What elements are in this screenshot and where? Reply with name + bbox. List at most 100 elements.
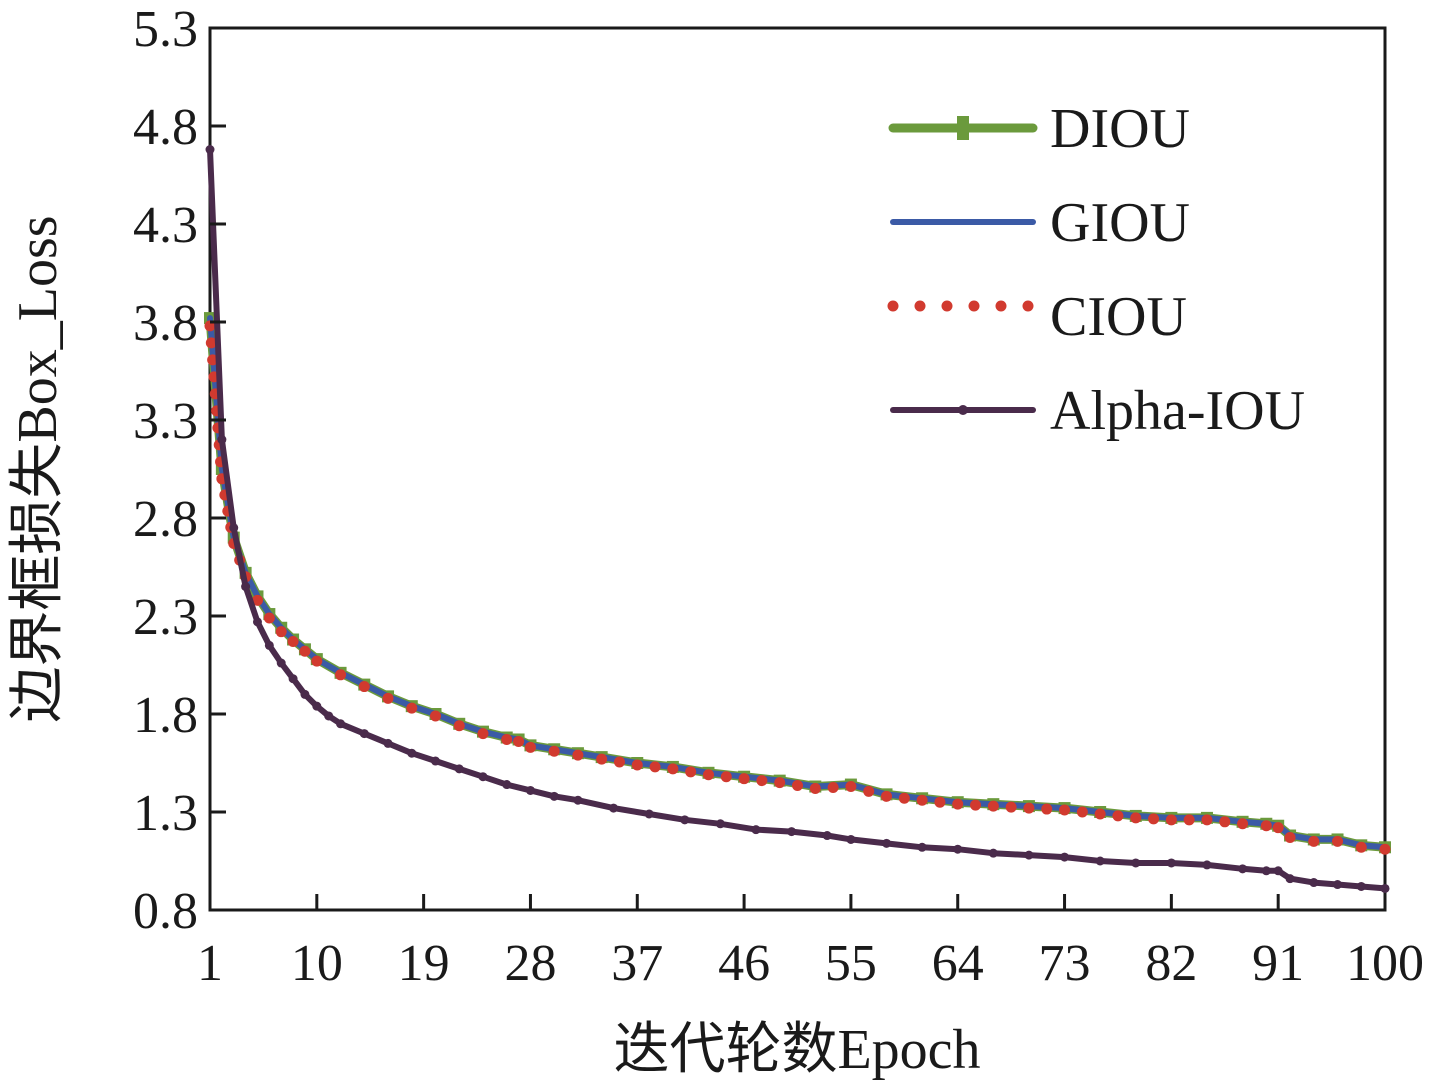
series-point — [881, 790, 893, 802]
series-layer — [204, 145, 1391, 893]
legend-label: CIOU — [1050, 286, 1187, 348]
series-point — [988, 848, 998, 858]
y-tick-label: 3.3 — [133, 393, 198, 450]
y-tick-label: 4.3 — [133, 197, 198, 254]
legend-swatch-marker — [958, 405, 968, 415]
series-point — [1308, 835, 1320, 847]
series-dot — [207, 354, 219, 366]
series-point — [300, 689, 310, 699]
y-axis-ticks: 0.8 1.3 1.8 2.3 2.8 3.3 3.8 4.3 4.8 5.3 — [133, 1, 226, 940]
series-dot — [1219, 816, 1231, 828]
series-point — [229, 523, 239, 533]
series-point — [609, 803, 619, 813]
series-point — [953, 844, 963, 854]
series-point — [1202, 860, 1212, 870]
series-point — [431, 756, 441, 766]
y-tick-label: 3.8 — [133, 295, 198, 352]
series-alpha-iou — [205, 145, 1390, 893]
series-line — [207, 146, 1388, 892]
series-point — [299, 645, 311, 657]
series-point — [430, 710, 442, 722]
series-dot — [1076, 806, 1088, 818]
legend-label: Alpha-IOU — [1050, 380, 1305, 442]
series-point — [241, 582, 251, 592]
series-point — [1379, 843, 1391, 855]
series-point — [525, 785, 535, 795]
series-dot — [1148, 813, 1160, 825]
series-point — [572, 749, 584, 761]
series-dot — [613, 756, 625, 768]
series-point — [287, 635, 299, 647]
series-dot — [720, 771, 732, 783]
series-point — [276, 658, 286, 668]
series-point — [252, 617, 262, 627]
x-tick-label: 73 — [1039, 935, 1091, 992]
series-dot — [970, 799, 982, 811]
series-point — [1237, 818, 1249, 830]
series-dot — [649, 761, 661, 773]
series-point — [311, 655, 323, 667]
series-point — [1094, 808, 1106, 820]
x-tick-label: 37 — [611, 935, 663, 992]
y-tick-label: 2.3 — [133, 589, 198, 646]
series-point — [477, 728, 489, 740]
series-point — [845, 781, 857, 793]
series-point — [1333, 880, 1343, 890]
series-point — [882, 838, 892, 848]
series-dot — [1183, 814, 1195, 826]
series-point — [702, 769, 714, 781]
series-point — [205, 145, 215, 155]
y-tick-label: 0.8 — [133, 883, 198, 940]
series-point — [596, 753, 608, 765]
series-point — [453, 720, 465, 732]
series-point — [631, 759, 643, 771]
series-point — [406, 702, 418, 714]
series-point — [454, 764, 464, 774]
series-point — [1273, 866, 1283, 876]
y-tick-label: 5.3 — [133, 1, 198, 58]
series-point — [987, 800, 999, 812]
series-point — [312, 701, 322, 711]
series-point — [548, 745, 560, 757]
series-point — [715, 819, 725, 829]
series-point — [549, 791, 559, 801]
legend-swatch-marker — [957, 116, 969, 140]
plot-frame — [208, 26, 1387, 912]
series-dot — [1041, 803, 1053, 815]
x-tick-label: 64 — [932, 935, 984, 992]
legend: DIOU GIOU CIOU Alpha-IOU — [887, 98, 1305, 442]
series-point — [1309, 878, 1319, 888]
series-point — [916, 794, 928, 806]
x-tick-label: 1 — [197, 935, 223, 992]
series-point — [502, 780, 512, 790]
series-point — [1095, 856, 1105, 866]
series-point — [1060, 852, 1070, 862]
legend-swatch-dot — [968, 300, 980, 312]
series-dot — [792, 780, 803, 792]
legend-label: DIOU — [1050, 98, 1190, 160]
x-tick-label: 28 — [504, 935, 556, 992]
x-tick-label: 46 — [718, 935, 770, 992]
series-point — [288, 674, 298, 684]
series-point — [501, 733, 513, 745]
y-tick-label: 1.8 — [133, 687, 198, 744]
series-point — [1380, 883, 1390, 893]
series-point — [383, 738, 393, 748]
series-dot — [863, 785, 875, 797]
series-point — [952, 798, 964, 810]
series-dot — [205, 337, 217, 349]
series-point — [324, 711, 334, 721]
series-point — [809, 782, 821, 794]
series-dot — [1005, 801, 1017, 813]
series-ciou — [204, 320, 1391, 855]
series-point — [751, 825, 761, 835]
series-point — [275, 626, 287, 638]
x-tick-label: 55 — [825, 935, 877, 992]
series-point — [917, 842, 927, 852]
series-point — [264, 640, 274, 650]
x-tick-label: 19 — [398, 935, 450, 992]
legend-item-giou: GIOU — [890, 192, 1190, 254]
legend-swatch-dot — [1022, 300, 1034, 312]
series-point — [1024, 850, 1034, 860]
